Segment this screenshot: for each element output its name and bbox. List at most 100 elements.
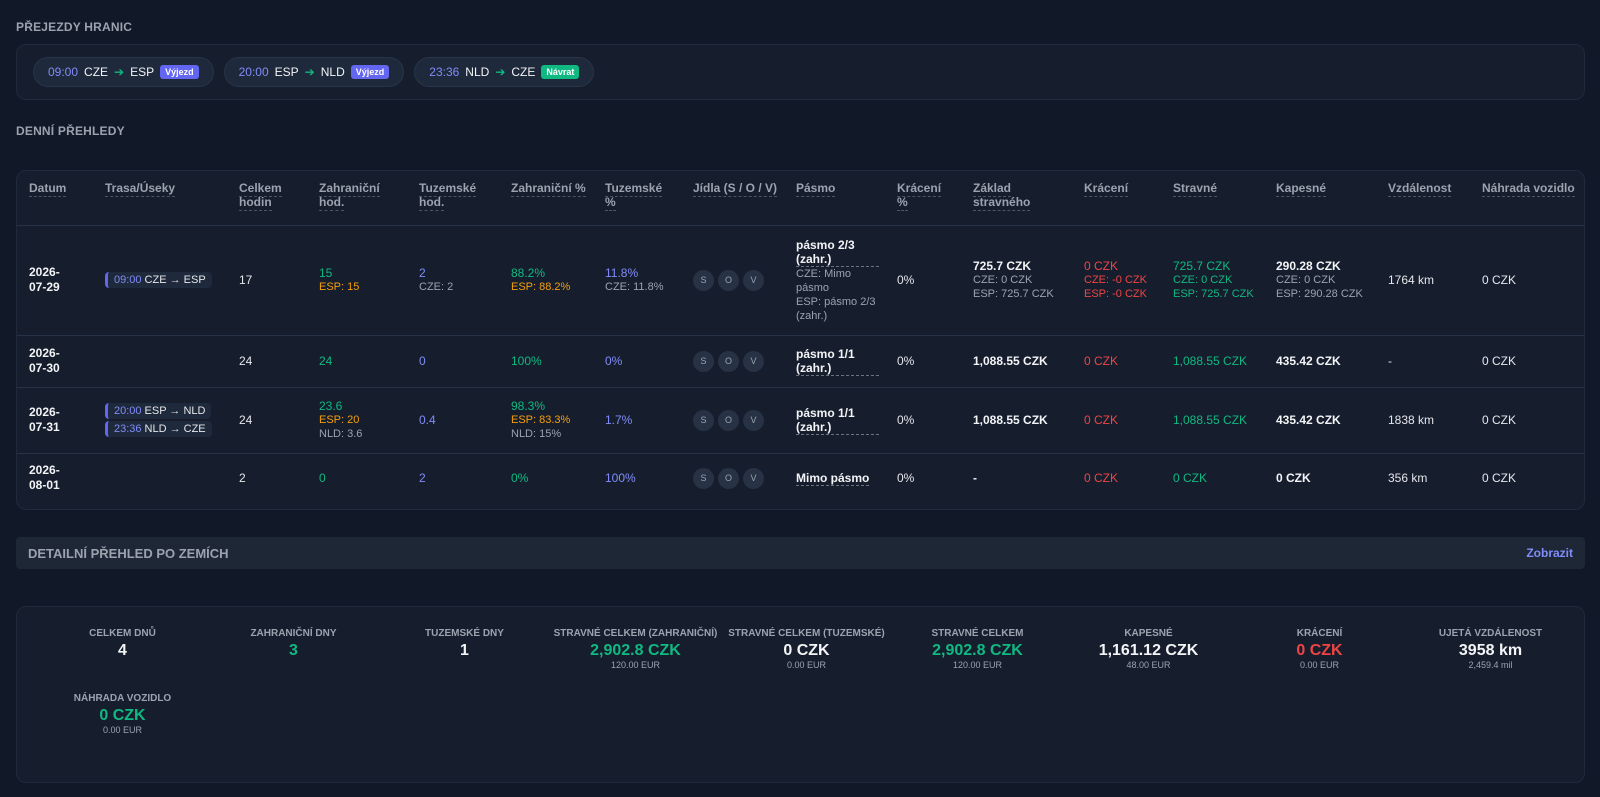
total-hours: 24	[239, 354, 253, 368]
summary-value: 2,902.8 CZK	[590, 642, 681, 659]
reduction-amount: 0 CZK	[1084, 413, 1119, 427]
summary-item: NÁHRADA VOZIDLO 0 CZK 0.00 EUR	[37, 692, 208, 735]
reduction-sub: CZE: -0 CZK	[1084, 274, 1147, 286]
meal-toggle[interactable]: O	[718, 467, 739, 489]
reduction-sub: ESP: -0 CZK	[1084, 288, 1147, 300]
segment-route: CZE → ESP	[144, 274, 206, 286]
summary-value: 2,902.8 CZK	[932, 642, 1023, 659]
total-hours: 2	[239, 471, 246, 486]
meal-toggle[interactable]: S	[693, 467, 714, 489]
route-cell	[93, 453, 227, 503]
route-segment[interactable]: 09:00 CZE → ESP	[105, 272, 212, 288]
meal-toggle[interactable]: S	[693, 409, 714, 431]
date-cell: 2026- 07-29	[17, 225, 93, 336]
column-header-label: Celkem hodin	[239, 181, 282, 211]
meal-toggle[interactable]: S	[693, 350, 714, 372]
foreign-pct-sub: ESP: 88.2%	[511, 281, 571, 293]
zone-sub: CZE: Mimo pásmo	[796, 267, 851, 294]
crossing-chip[interactable]: 20:00 ESP ➔ NLD Výjezd	[223, 57, 405, 87]
date-line: 08-01	[29, 478, 60, 493]
vehicle-cell: 0 CZK	[1470, 335, 1584, 388]
crossing-chip[interactable]: 23:36 NLD ➔ CZE Návrat	[414, 57, 595, 87]
column-header: Vzdálenost	[1376, 171, 1470, 226]
summary-panel: CELKEM DNŮ 4 ZAHRANIČNÍ DNY 3 TUZEMSKÉ DNY 1 S…	[16, 606, 1585, 783]
meal-toggle[interactable]: V	[743, 350, 764, 372]
summary-sub: 48.00 EUR	[1126, 660, 1171, 670]
meal-toggle[interactable]: V	[743, 269, 764, 291]
meal-toggle[interactable]: O	[718, 350, 739, 372]
date-cell: 2026- 07-31	[17, 387, 93, 454]
meal-toggle[interactable]: O	[718, 409, 739, 431]
table-body: 2026- 07-29 09:00 CZE → ESP 17 15 ESP: 15 2 CZE:…	[17, 225, 1584, 503]
foreign-hours-sub: ESP: 15	[319, 281, 360, 293]
zone-cell: pásmo 1/1 (zahr.)	[784, 387, 885, 454]
crossing-chip[interactable]: 09:00 CZE ➔ ESP Výjezd	[33, 57, 214, 87]
summary-sub: 120.00 EUR	[610, 660, 661, 670]
crossing-time: 09:00	[48, 65, 79, 79]
summary-sub: 0.00 EUR	[786, 660, 827, 670]
summary-label: KAPESNÉ	[1124, 628, 1173, 639]
route-segment[interactable]: 23:36 NLD → CZE	[105, 421, 212, 437]
route-cell: 20:00 ESP → NLD 23:36 NLD → CZE	[93, 387, 227, 454]
summary-sub: 0.00 EUR	[1299, 660, 1340, 670]
column-header-label: Tuzemské hod.	[419, 181, 477, 211]
zone-label: pásmo 1/1 (zahr.)	[796, 347, 879, 376]
vehicle-cell: 0 CZK	[1470, 387, 1584, 454]
total-hours-cell: 24	[227, 335, 307, 388]
country-detail-bar[interactable]: DETAILNÍ PŘEHLED PO ZEMÍCH Zobrazit	[16, 537, 1585, 569]
summary-label: UJETÁ VZDÁLENOST	[1438, 628, 1543, 639]
meal-toggle[interactable]: V	[743, 409, 764, 431]
reduction-cell: 0 CZK	[1072, 453, 1161, 503]
date-line: 2026-	[29, 346, 60, 360]
base-cell: 1,088.55 CZK	[961, 335, 1072, 388]
total-hours-cell: 24	[227, 387, 307, 454]
domestic-hours-cell: 2 CZE: 2	[407, 225, 499, 336]
summary-value: 0 CZK	[99, 707, 146, 724]
summary-item: TUZEMSKÉ DNY 1	[379, 627, 550, 670]
allowance-cell: 725.7 CZK CZE: 0 CZK ESP: 725.7 CZK	[1161, 225, 1264, 336]
route-segment[interactable]: 20:00 ESP → NLD	[105, 403, 212, 419]
summary-sub: 0.00 EUR	[102, 725, 143, 735]
summary-value: 3	[289, 642, 298, 659]
summary-value: 0 CZK	[783, 642, 830, 659]
zone-cell: pásmo 1/1 (zahr.)	[784, 335, 885, 388]
route-cell	[93, 335, 227, 388]
column-header: Zahraniční hod.	[307, 171, 407, 226]
zone-label: pásmo 1/1 (zahr.)	[796, 406, 879, 435]
column-header: Tuzemské %	[593, 171, 681, 226]
meal-toggle[interactable]: V	[743, 467, 764, 489]
column-header-label: Pásmo	[796, 181, 836, 197]
table-row: 2026- 07-29 09:00 CZE → ESP 17 15 ESP: 15 2 CZE:…	[17, 225, 1584, 336]
vehicle-compensation: 0 CZK	[1482, 413, 1517, 427]
domestic-hours-cell: 0	[407, 335, 499, 388]
foreign-hours-cell: 0	[307, 453, 407, 503]
column-header: Kapesné	[1264, 171, 1376, 226]
column-header: Datum	[17, 171, 93, 226]
summary-label: CELKEM DNŮ	[89, 628, 156, 639]
column-header: Krácení	[1072, 171, 1161, 226]
pocket-amount: 0 CZK	[1276, 471, 1311, 486]
meal-toggle[interactable]: S	[693, 269, 714, 291]
date-cell: 2026- 07-30	[17, 335, 93, 388]
summary-item: KAPESNÉ 1,161.12 CZK 48.00 EUR	[1063, 627, 1234, 670]
summary-item: ZAHRANIČNÍ DNY 3	[208, 627, 379, 670]
summary-item: STRAVNÉ CELKEM (ZAHRANIČNÍ) 2,902.8 CZK 12…	[550, 627, 721, 670]
total-hours-cell: 2	[227, 453, 307, 503]
crossing-to: CZE	[511, 65, 536, 79]
zone-label: pásmo 2/3 (zahr.)	[796, 238, 879, 267]
meal-toggle[interactable]: O	[718, 269, 739, 291]
allowance-amount: 1,088.55 CZK	[1173, 354, 1248, 368]
reduction-pct-cell: 0%	[885, 335, 961, 388]
column-header-label: Stravné	[1173, 181, 1218, 197]
domestic-hours-cell: 0.4	[407, 387, 499, 454]
summary-grid: CELKEM DNŮ 4 ZAHRANIČNÍ DNY 3 TUZEMSKÉ DNY 1 S…	[37, 627, 1564, 735]
segment-time: 23:36	[114, 423, 142, 435]
zone-cell: pásmo 2/3 (zahr.) CZE: Mimo pásmo ESP: pás…	[784, 225, 885, 336]
foreign-hours-cell: 24	[307, 335, 407, 388]
base-amount: 1,088.55 CZK	[973, 354, 1048, 368]
allowance-cell: 1,088.55 CZK	[1161, 335, 1264, 388]
column-header-label: Krácení	[1084, 181, 1129, 197]
show-details-link[interactable]: Zobrazit	[1526, 546, 1573, 560]
